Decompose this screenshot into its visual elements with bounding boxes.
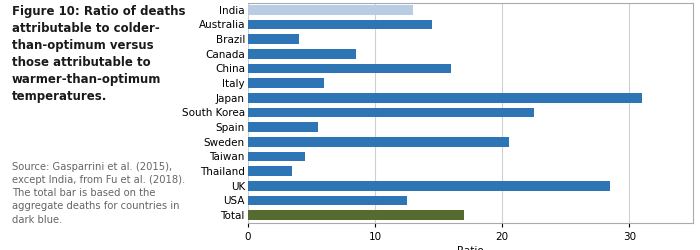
Bar (248, 196, 407, 205)
Bar (248, 210, 464, 220)
Text: Source: Gasparrini et al. (2015),
except India, from Fu et al. (2018).
The total: Source: Gasparrini et al. (2015), except… (12, 162, 185, 224)
Bar (248, 20, 432, 29)
Bar (248, 137, 508, 146)
Bar (248, 122, 318, 132)
Bar (248, 152, 305, 161)
Bar (248, 5, 413, 15)
Bar (248, 108, 534, 117)
Bar (248, 78, 324, 88)
Bar (248, 49, 356, 58)
Bar (248, 34, 299, 44)
Bar (248, 93, 642, 102)
Bar (248, 166, 292, 176)
Bar (248, 64, 452, 73)
Text: Figure 10: Ratio of deaths
attributable to colder-
than-optimum versus
those att: Figure 10: Ratio of deaths attributable … (12, 5, 186, 103)
Bar (248, 181, 610, 190)
X-axis label: Ratio: Ratio (457, 246, 484, 250)
